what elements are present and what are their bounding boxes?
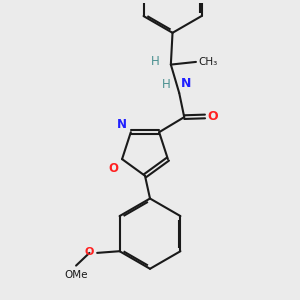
Text: N: N: [181, 77, 191, 90]
Text: N: N: [117, 118, 127, 130]
Text: O: O: [208, 110, 218, 123]
Text: O: O: [84, 247, 94, 257]
Text: H: H: [162, 78, 171, 92]
Text: OMe: OMe: [64, 270, 88, 280]
Text: O: O: [108, 162, 118, 175]
Text: CH₃: CH₃: [199, 57, 218, 67]
Text: H: H: [150, 56, 159, 68]
